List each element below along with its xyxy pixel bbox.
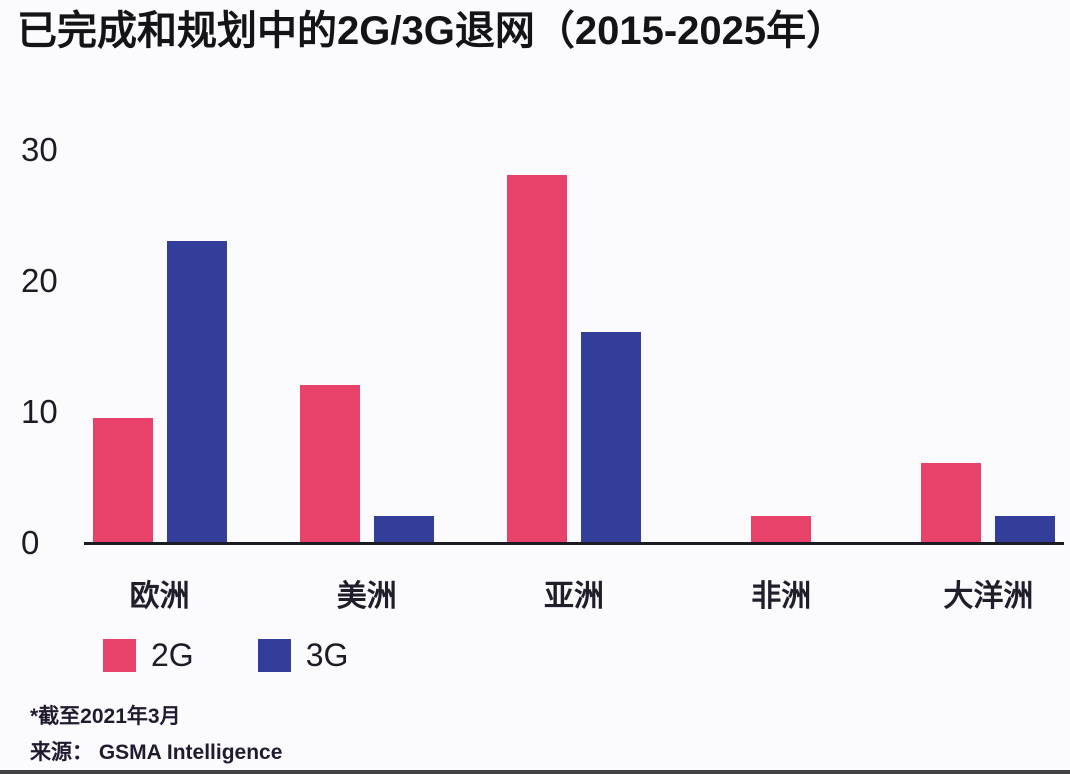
x-axis-label-非洲: 非洲 bbox=[751, 580, 812, 613]
bar-group-欧洲 bbox=[56, 120, 263, 542]
legend-item-3g: 3G bbox=[257, 637, 349, 674]
bar-2g-欧洲 bbox=[92, 417, 153, 542]
bar-3g-大洋洲 bbox=[995, 515, 1056, 542]
bar-3g-美洲 bbox=[373, 515, 434, 542]
bar-group-美洲 bbox=[263, 120, 470, 542]
legend-swatch-2g bbox=[103, 639, 136, 672]
chart-title: 已完成和规划中的2G/3G退网（2015-2025年） bbox=[17, 9, 847, 53]
bar-2g-大洋洲 bbox=[921, 463, 982, 542]
y-tick-label: 20 bbox=[21, 262, 58, 300]
y-tick-label: 0 bbox=[21, 524, 40, 562]
bottom-edge-strip bbox=[0, 770, 1070, 774]
x-axis-line bbox=[84, 542, 1064, 545]
bar-3g-欧洲 bbox=[166, 240, 227, 542]
legend-item-2g: 2G bbox=[103, 637, 194, 674]
legend-label-2g: 2G bbox=[151, 637, 194, 673]
bar-group-非洲 bbox=[678, 120, 885, 542]
x-axis-label-大洋洲: 大洋洲 bbox=[943, 580, 1034, 613]
chart-legend: 2G 3G bbox=[103, 637, 412, 674]
bar-groups bbox=[56, 120, 1070, 542]
bar-2g-美洲 bbox=[299, 384, 360, 542]
x-axis-label-美洲: 美洲 bbox=[336, 580, 397, 613]
x-axis-label-欧洲: 欧洲 bbox=[129, 580, 190, 613]
footnote-source: 来源： GSMA Intelligence bbox=[30, 741, 283, 764]
footnote-date: *截至2021年3月 bbox=[30, 705, 181, 728]
bar-2g-亚洲 bbox=[507, 175, 567, 542]
x-axis-label-亚洲: 亚洲 bbox=[544, 580, 604, 613]
bar-3g-亚洲 bbox=[581, 332, 641, 542]
y-axis: 0 10 20 30 bbox=[0, 0, 80, 774]
y-tick-label: 10 bbox=[21, 393, 58, 431]
x-axis-labels: 欧洲 美洲 亚洲 非洲 大洋洲 bbox=[56, 571, 1070, 615]
bar-group-大洋洲 bbox=[885, 120, 1070, 542]
legend-label-3g: 3G bbox=[305, 637, 349, 673]
bar-2g-非洲 bbox=[751, 515, 812, 542]
legend-swatch-3g bbox=[257, 639, 291, 672]
y-tick-label: 30 bbox=[21, 131, 58, 169]
bar-group-亚洲 bbox=[470, 120, 677, 542]
